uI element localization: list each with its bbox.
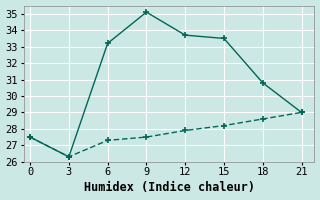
X-axis label: Humidex (Indice chaleur): Humidex (Indice chaleur) bbox=[84, 181, 254, 194]
